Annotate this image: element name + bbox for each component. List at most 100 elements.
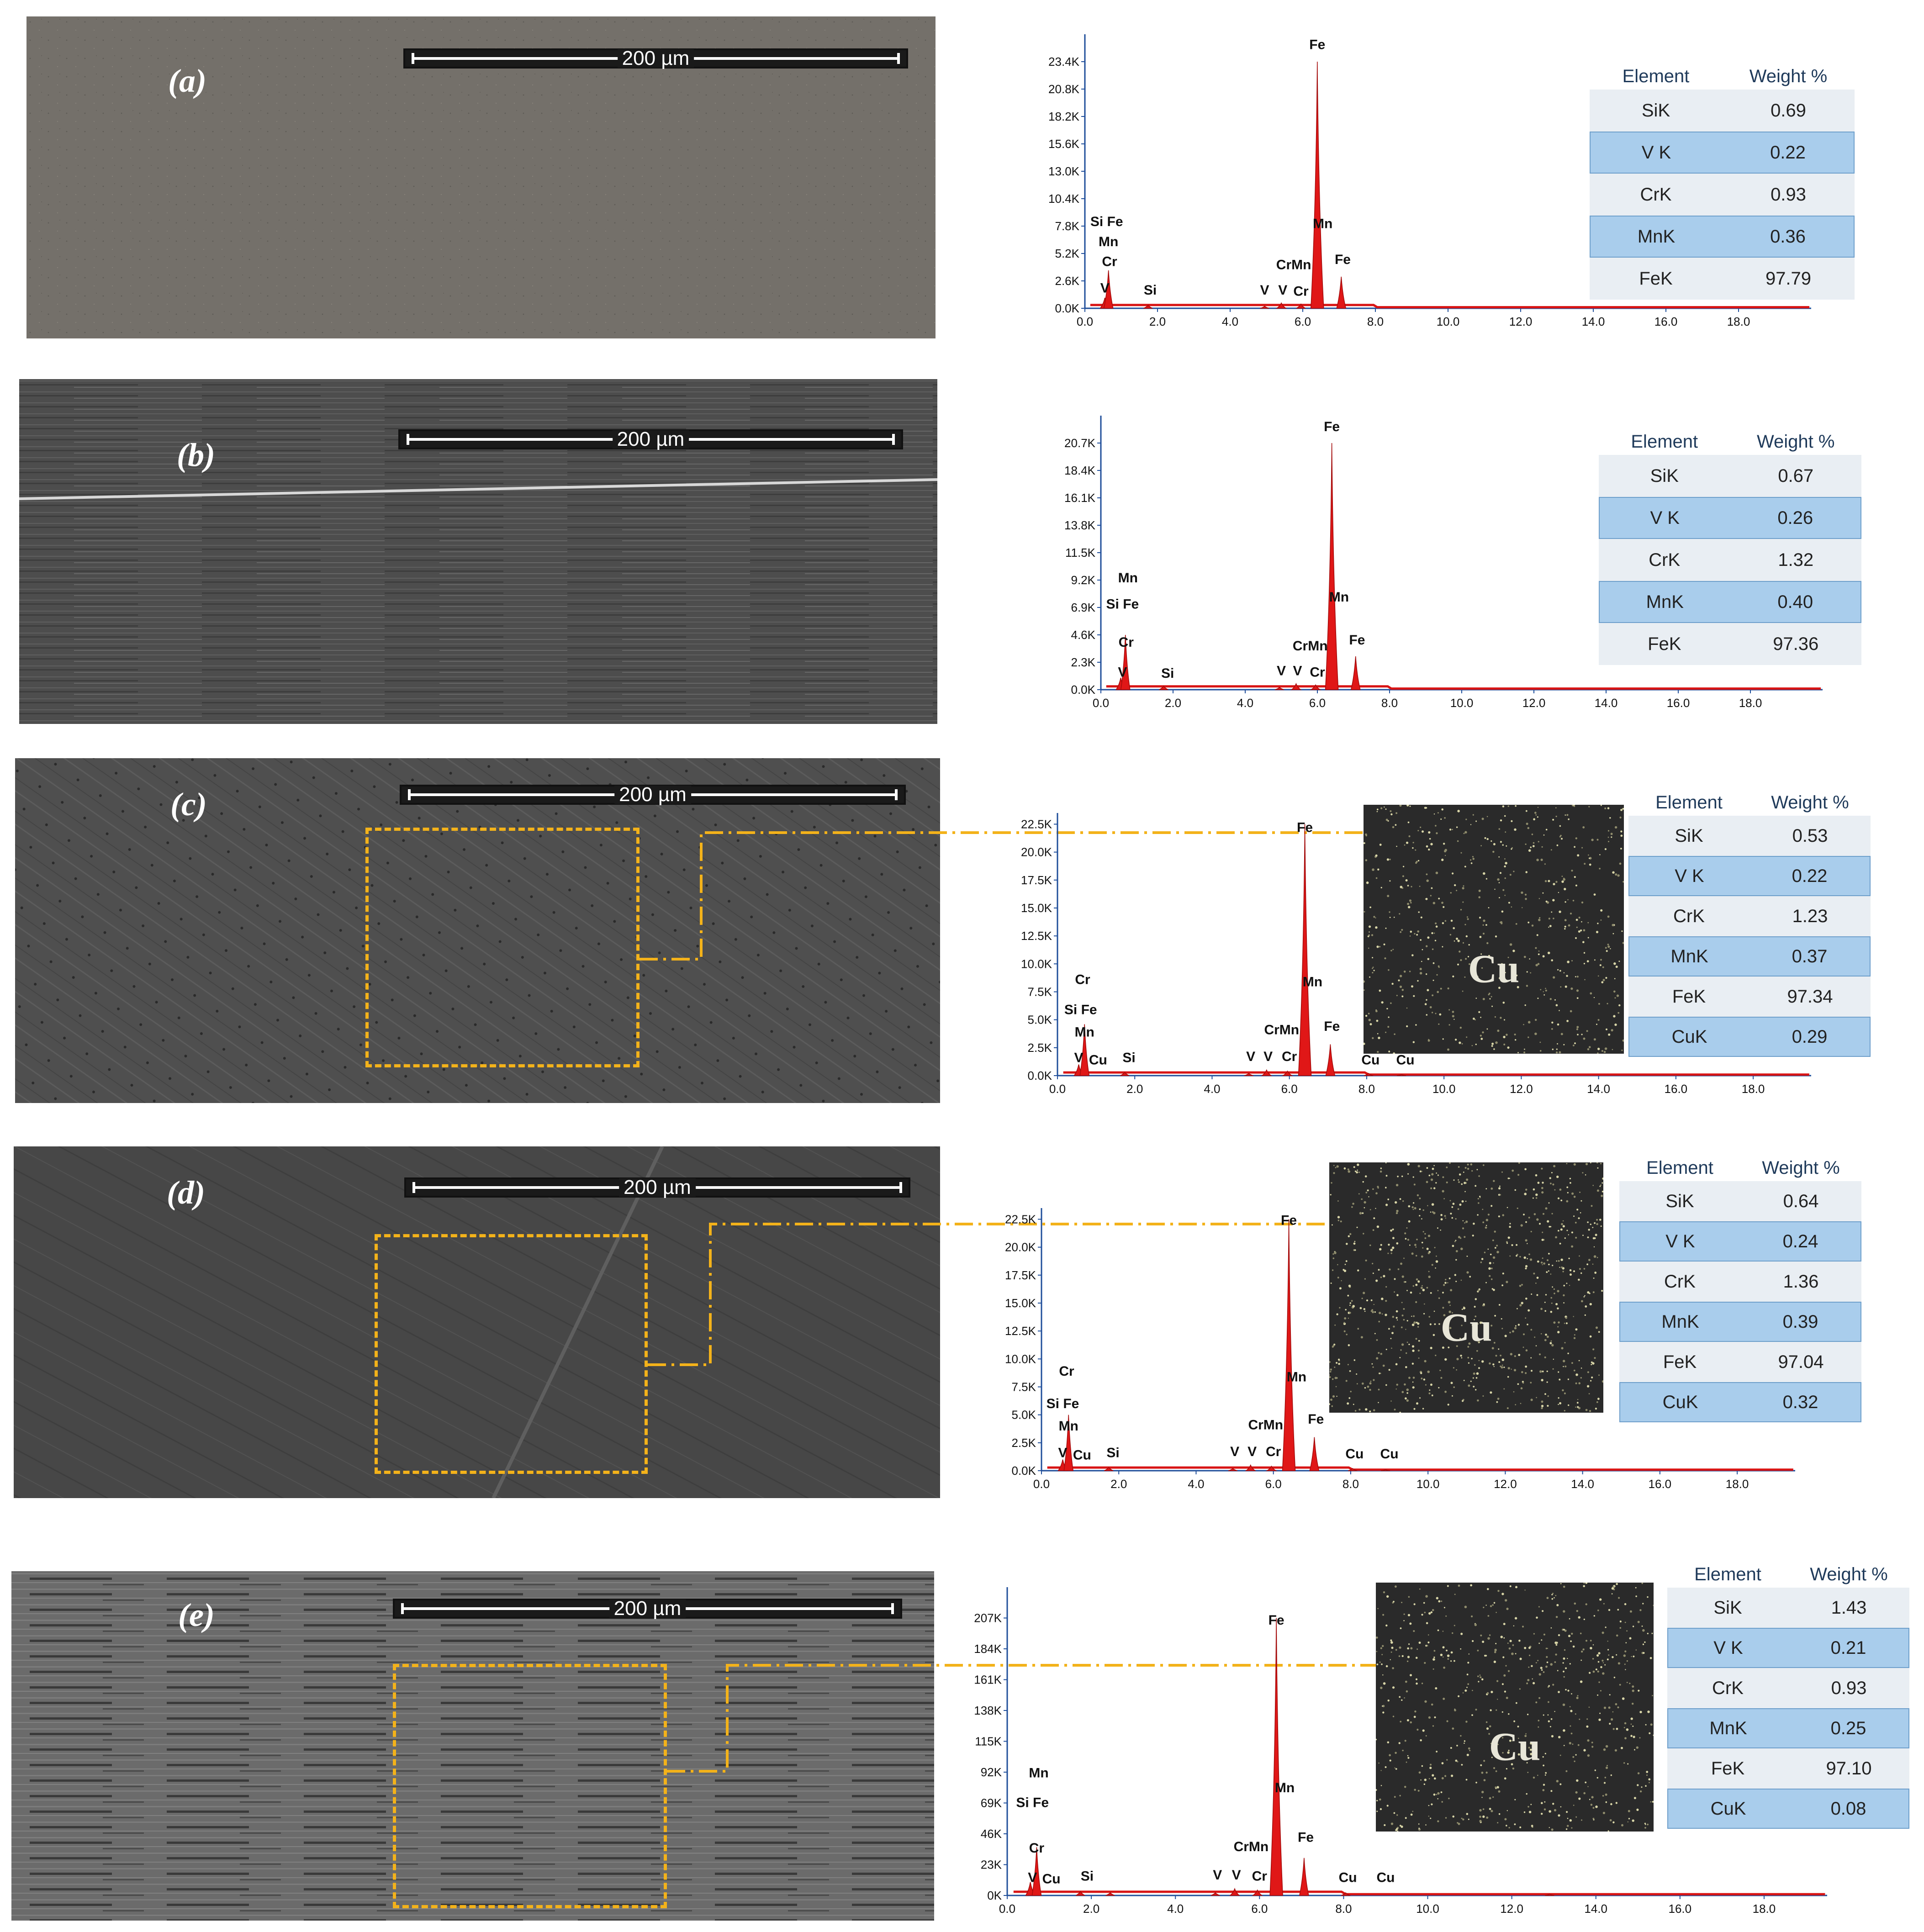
cu-dot	[1460, 1735, 1462, 1737]
cu-dot	[1383, 1682, 1386, 1685]
cu-dot	[1525, 1365, 1527, 1368]
cu-dot	[1464, 831, 1467, 834]
cu-dot	[1478, 1011, 1480, 1013]
cu-dot	[1406, 1290, 1408, 1291]
cu-dot	[1401, 1175, 1403, 1177]
cu-dot	[1642, 1629, 1645, 1632]
cu-dot	[1360, 1336, 1363, 1339]
cu-dot	[1543, 1671, 1545, 1673]
cu-dot	[1330, 1399, 1332, 1401]
cu-dot	[1453, 1367, 1454, 1369]
cu-dot	[1486, 816, 1488, 818]
cu-dot	[1363, 1292, 1365, 1294]
spectrum-peak	[1275, 302, 1287, 309]
table-row: V K 0.22	[1628, 856, 1871, 896]
cu-dot	[1550, 1790, 1553, 1792]
cu-dot	[1421, 1218, 1422, 1219]
cu-dot	[1433, 1656, 1435, 1658]
cu-dot	[1329, 1371, 1332, 1372]
cu-dot	[1481, 1771, 1484, 1774]
cu-dot	[1618, 1004, 1621, 1007]
cu-dot	[1385, 1031, 1387, 1033]
cu-dot	[1399, 975, 1402, 977]
cu-dot	[1570, 1273, 1572, 1276]
cu-dot	[1365, 1192, 1368, 1193]
cu-dot	[1519, 1256, 1521, 1258]
cu-dot	[1366, 881, 1369, 884]
cu-dot	[1390, 1002, 1392, 1004]
cu-dot	[1575, 937, 1577, 939]
composition-table-d: Element Weight % SiK 0.64 V K 0.24 CrK 1.36 MnK 0…	[1619, 1151, 1861, 1422]
cu-dot	[1401, 1391, 1404, 1394]
table-row: FeK 97.36	[1599, 623, 1861, 665]
cu-dot	[1382, 1705, 1385, 1707]
cu-dot	[1524, 893, 1527, 896]
cu-dot	[1612, 924, 1614, 926]
cu-dot	[1428, 1612, 1431, 1615]
cu-dot	[1576, 997, 1579, 999]
cu-dot	[1554, 1642, 1557, 1644]
cu-dot	[1578, 1797, 1581, 1800]
cu-dot	[1456, 1345, 1458, 1347]
cu-dot	[1470, 1163, 1473, 1166]
cu-dot	[1545, 987, 1546, 989]
x-tick-label: 2.0	[1110, 1477, 1127, 1491]
weight-cell: 97.04	[1778, 1351, 1824, 1372]
cu-dot	[1379, 1372, 1380, 1374]
cu-dot	[1542, 1370, 1544, 1372]
cu-dot	[1570, 1732, 1573, 1735]
cu-dot	[1559, 825, 1561, 827]
cu-dot	[1392, 1686, 1395, 1689]
cu-dot	[1497, 1743, 1499, 1745]
cu-dot	[1602, 1177, 1603, 1180]
x-tick-label: 8.0	[1358, 1082, 1375, 1096]
cu-dot	[1495, 1770, 1497, 1772]
cu-dot	[1559, 1783, 1562, 1785]
cu-dot	[1506, 1607, 1509, 1610]
cu-dot	[1580, 1272, 1582, 1274]
cu-dot	[1473, 1372, 1475, 1375]
cu-dot	[1412, 842, 1414, 844]
cu-dot	[1401, 995, 1404, 998]
cu-dot	[1562, 1225, 1565, 1228]
y-tick-label: 0.0K	[1012, 1464, 1036, 1478]
cu-dot	[1372, 1037, 1374, 1039]
cu-dot	[1474, 1019, 1476, 1021]
cu-dot	[1492, 1363, 1495, 1366]
cu-dot	[1411, 1362, 1414, 1365]
cu-dot	[1390, 1338, 1392, 1339]
cu-dot	[1481, 967, 1483, 969]
cu-dot	[1405, 879, 1408, 882]
cu-dot	[1631, 1656, 1632, 1658]
cu-dot	[1382, 1711, 1385, 1714]
cu-dot	[1567, 1658, 1568, 1659]
cu-dot	[1472, 858, 1475, 860]
peak-label: Fe	[1297, 820, 1313, 835]
cu-dot	[1524, 1589, 1526, 1591]
cu-dot	[1564, 1342, 1566, 1344]
cu-dot	[1507, 956, 1509, 958]
cu-dot	[1553, 976, 1555, 979]
cu-dot	[1427, 1370, 1430, 1373]
cu-dot	[1405, 1817, 1407, 1819]
element-cell: FeK	[1639, 268, 1673, 289]
cu-dot	[1589, 1335, 1592, 1338]
cu-dot	[1653, 1605, 1654, 1606]
peak-label: Mn	[1118, 570, 1138, 586]
y-tick-label: 7.8K	[1055, 219, 1080, 233]
cu-dot	[1346, 1243, 1348, 1245]
cu-dot	[1549, 1726, 1551, 1727]
cu-dot	[1546, 1271, 1548, 1273]
cu-dot	[1549, 1827, 1550, 1828]
cu-dot	[1415, 862, 1417, 864]
cu-dot	[1570, 1725, 1571, 1727]
cu-dot	[1564, 919, 1567, 922]
x-tick-label: 12.0	[1494, 1477, 1517, 1491]
cu-dot	[1553, 1358, 1554, 1360]
cu-dot	[1417, 1349, 1420, 1352]
cu-dot	[1585, 1409, 1588, 1411]
cu-dot	[1605, 947, 1607, 949]
cu-dot	[1580, 1632, 1582, 1635]
cu-dot	[1385, 1187, 1387, 1188]
cu-dot	[1585, 1781, 1587, 1784]
